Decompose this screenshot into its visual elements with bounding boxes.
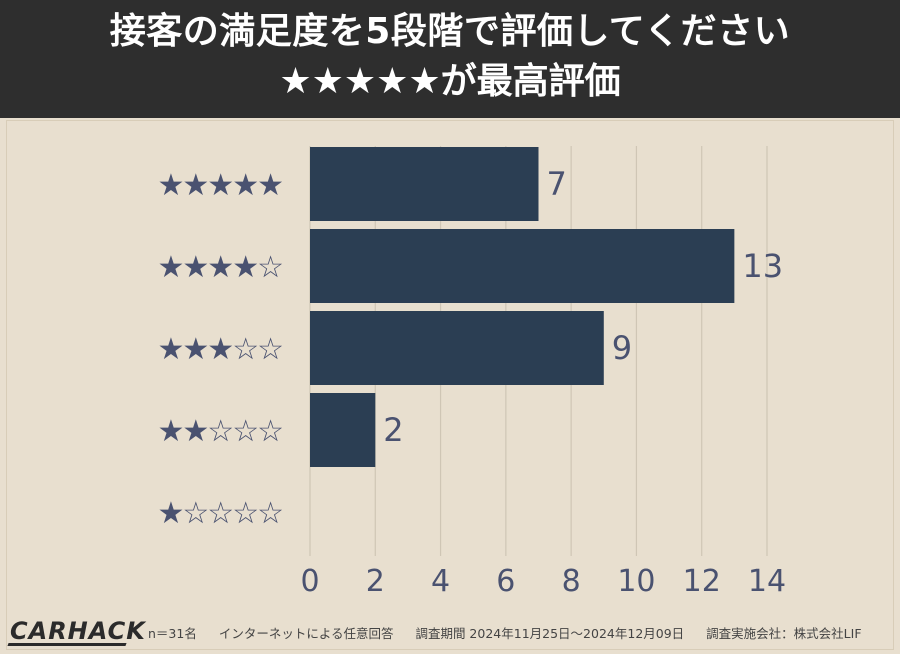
- data-label: 2: [383, 411, 403, 449]
- chart-subtitle: ★★★★★が最高評価: [279, 61, 621, 102]
- chart-panel: ★★★★★ 7 ★★★★☆ 13 ★★★☆☆ 9 ★★☆☆☆ 2 ★☆☆☆☆ 0 2 4 6 8 10 12 1…: [6, 120, 894, 650]
- category-label: ★☆☆☆☆: [158, 496, 283, 531]
- x-tick-label: 12: [683, 564, 721, 599]
- x-tick-label: 2: [366, 564, 385, 599]
- brand-logo: CARHACK: [10, 617, 146, 645]
- x-tick-label: 14: [748, 564, 786, 599]
- bar: [310, 393, 376, 467]
- survey-method: インターネットによる任意回答: [218, 626, 394, 641]
- survey-organization: 調査実施会社：株式会社LIF: [706, 626, 862, 641]
- chart-header: 接客の満足度を5段階で評価してください ★★★★★が最高評価: [0, 0, 900, 118]
- logo-underline: [7, 643, 127, 646]
- category-label: ★★★☆☆: [158, 332, 283, 367]
- x-tick-label: 4: [431, 564, 450, 599]
- bar: [310, 147, 539, 221]
- survey-note: n＝31名 インターネットによる任意回答 調査期間 2024年11月25日〜20…: [148, 623, 880, 642]
- footer: CARHACK n＝31名 インターネットによる任意回答 調査期間 2024年1…: [0, 615, 900, 654]
- x-tick-label: 8: [562, 564, 581, 599]
- sample-size: n＝31名: [148, 626, 197, 641]
- category-label: ★★☆☆☆: [158, 414, 283, 449]
- category-label: ★★★★☆: [158, 250, 283, 285]
- data-label: 7: [547, 165, 567, 203]
- x-tick-label: 6: [496, 564, 515, 599]
- category-label: ★★★★★: [158, 168, 283, 203]
- bar: [310, 311, 604, 385]
- data-label: 13: [742, 247, 783, 285]
- chart-title: 接客の満足度を5段階で評価してください: [109, 11, 791, 52]
- x-tick-label: 0: [300, 564, 319, 599]
- bar-chart: ★★★★★ 7 ★★★★☆ 13 ★★★☆☆ 9 ★★☆☆☆ 2 ★☆☆☆☆ 0 2 4 6 8 10 12 1…: [158, 146, 786, 599]
- x-tick-label: 10: [617, 564, 655, 599]
- bar: [310, 229, 735, 303]
- survey-period: 調査期間 2024年11月25日〜2024年12月09日: [415, 626, 685, 641]
- data-label: 9: [612, 329, 632, 367]
